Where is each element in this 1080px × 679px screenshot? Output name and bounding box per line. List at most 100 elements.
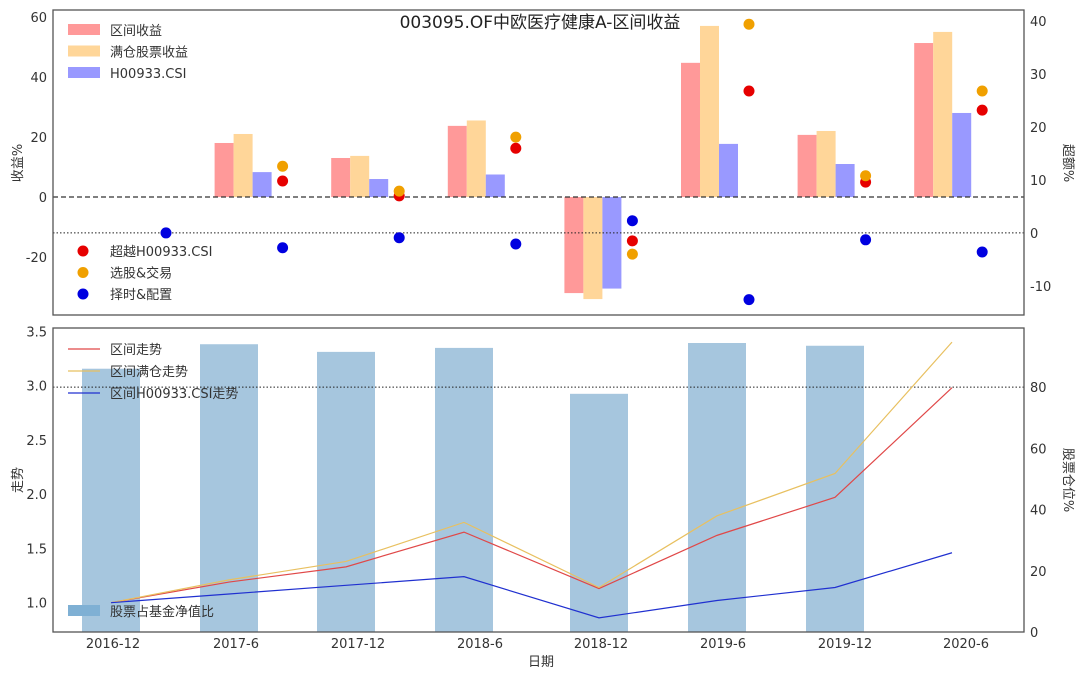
y-tick-label: -20: [26, 251, 47, 266]
legend-label: 区间H00933.CSI走势: [110, 386, 238, 402]
bar-H00933.CSI-2018-6: [485, 174, 505, 198]
bottom-plot-frame: [52, 327, 1025, 633]
y-tick-label: 0: [39, 191, 47, 206]
point-选股&交易-2017-12: [393, 185, 405, 197]
x-tick-label: 2018-6: [457, 637, 503, 652]
y2-axis-label: 超额%: [1060, 144, 1075, 182]
bar-满仓股票收益-2017-12: [350, 155, 370, 198]
y2-tick-label: 40: [1030, 504, 1047, 519]
point-选股&交易-2018-12: [626, 248, 638, 260]
position-bar-2019-12: [806, 345, 864, 632]
bar-H00933.CSI-2017-6: [252, 172, 272, 198]
line-区间H00933.CSI走势: [110, 552, 953, 619]
legend-marker: [77, 267, 89, 278]
legend-swatch: [68, 67, 100, 78]
legend-label: 超越H00933.CSI: [110, 245, 212, 260]
legend-label: 区间收益: [110, 24, 162, 39]
position-bar-2017-12: [317, 351, 375, 632]
y2-axis-label: 股票仓位%: [1060, 448, 1075, 512]
legend-label: H00933.CSI: [110, 67, 186, 82]
y-tick-label: 3.0: [26, 380, 47, 395]
position-bar-2018-12: [570, 393, 628, 632]
bar-满仓股票收益-2018-6: [466, 120, 486, 198]
line-区间满仓走势: [110, 341, 953, 604]
bar-H00933.CSI-2019-12: [835, 164, 855, 198]
point-择时&配置-2017-12: [393, 232, 405, 244]
y-tick-label: 40: [30, 71, 47, 86]
bar-H00933.CSI-2018-12: [602, 197, 622, 289]
bar-H00933.CSI-2019-6: [719, 143, 738, 198]
legend-swatch: [68, 45, 100, 57]
x-tick-label: 2019-12: [818, 637, 872, 652]
y-tick-label: 1.5: [26, 542, 47, 557]
bar-区间收益-2017-12: [331, 157, 351, 198]
y2-tick-label: 10: [1030, 174, 1047, 189]
point-超越H00933.CSI-2018-12: [626, 235, 638, 247]
point-择时&配置-2020-6: [976, 246, 988, 258]
bar-区间收益-2018-6: [447, 125, 467, 198]
bar-区间收益-2020-6: [914, 43, 934, 198]
position-bar-2018-6: [435, 347, 493, 632]
x-tick-label: 2017-12: [331, 637, 385, 652]
bar-区间收益-2019-12: [797, 134, 817, 198]
legend-label: 选股&交易: [110, 266, 172, 282]
bar-区间收益-2017-6: [214, 142, 234, 198]
legend-marker: [77, 245, 89, 257]
x-tick-label: 2016-12: [86, 637, 140, 652]
point-择时&配置-2016-12: [160, 227, 172, 239]
position-bar-2016-12: [82, 368, 140, 632]
y-tick-label: 3.5: [26, 325, 47, 340]
point-选股&交易-2018-6: [510, 131, 522, 143]
y2-tick-label: 20: [1030, 121, 1047, 136]
x-tick-label: 2017-6: [213, 637, 259, 652]
point-择时&配置-2018-12: [626, 215, 638, 227]
legend-swatch: [68, 24, 100, 35]
legend-label: 股票占基金净值比: [110, 604, 214, 620]
y-tick-label: 20: [30, 131, 47, 146]
point-择时&配置-2017-6: [277, 242, 289, 254]
legend-label: 区间走势: [110, 342, 162, 358]
y-axis-label: 收益%: [11, 144, 26, 182]
point-择时&配置-2019-12: [860, 234, 872, 246]
legend-label: 满仓股票收益: [110, 46, 188, 61]
legend-swatch: [68, 605, 100, 616]
point-超越H00933.CSI-2017-6: [277, 175, 289, 187]
point-选股&交易-2019-6: [743, 18, 755, 30]
point-择时&配置-2018-6: [510, 238, 522, 250]
y2-tick-label: 30: [1030, 68, 1047, 83]
x-tick-label: 2019-6: [700, 637, 746, 652]
y2-tick-label: 0: [1030, 227, 1038, 242]
point-超越H00933.CSI-2018-6: [510, 142, 522, 154]
line-区间走势: [110, 387, 953, 604]
y-tick-label: 2.5: [26, 434, 47, 449]
legend-label: 择时&配置: [110, 288, 172, 303]
top-plot-frame: [52, 9, 1025, 316]
x-tick-label: 2018-12: [574, 637, 628, 652]
chart-title: 003095.OF中欧医疗健康A-区间收益: [400, 13, 681, 33]
legend-label: 区间满仓走势: [110, 364, 188, 380]
x-tick-label: 2020-6: [943, 637, 989, 652]
y2-tick-label: -10: [1030, 280, 1051, 295]
point-超越H00933.CSI-2020-6: [976, 104, 988, 116]
bar-H00933.CSI-2017-12: [369, 179, 389, 198]
bar-满仓股票收益-2018-12: [583, 197, 603, 300]
y-tick-label: 1.0: [26, 597, 47, 612]
bar-满仓股票收益-2017-6: [233, 133, 253, 198]
point-择时&配置-2019-6: [743, 294, 755, 306]
y-tick-label: 2.0: [26, 488, 47, 503]
point-超越H00933.CSI-2019-6: [743, 85, 755, 97]
bar-H00933.CSI-2020-6: [952, 112, 972, 198]
y-axis-label: 走势: [10, 467, 26, 493]
bar-满仓股票收益-2019-6: [700, 25, 719, 198]
point-选股&交易-2017-6: [277, 160, 289, 172]
y2-tick-label: 80: [1030, 381, 1047, 396]
bar-满仓股票收益-2019-12: [816, 130, 836, 198]
point-选股&交易-2019-12: [860, 170, 872, 182]
y2-tick-label: 0: [1030, 626, 1038, 641]
y2-tick-label: 60: [1030, 442, 1047, 457]
point-选股&交易-2020-6: [976, 85, 988, 97]
legend-marker: [77, 288, 89, 300]
y2-tick-label: 20: [1030, 565, 1047, 580]
bar-区间收益-2019-6: [681, 62, 700, 198]
